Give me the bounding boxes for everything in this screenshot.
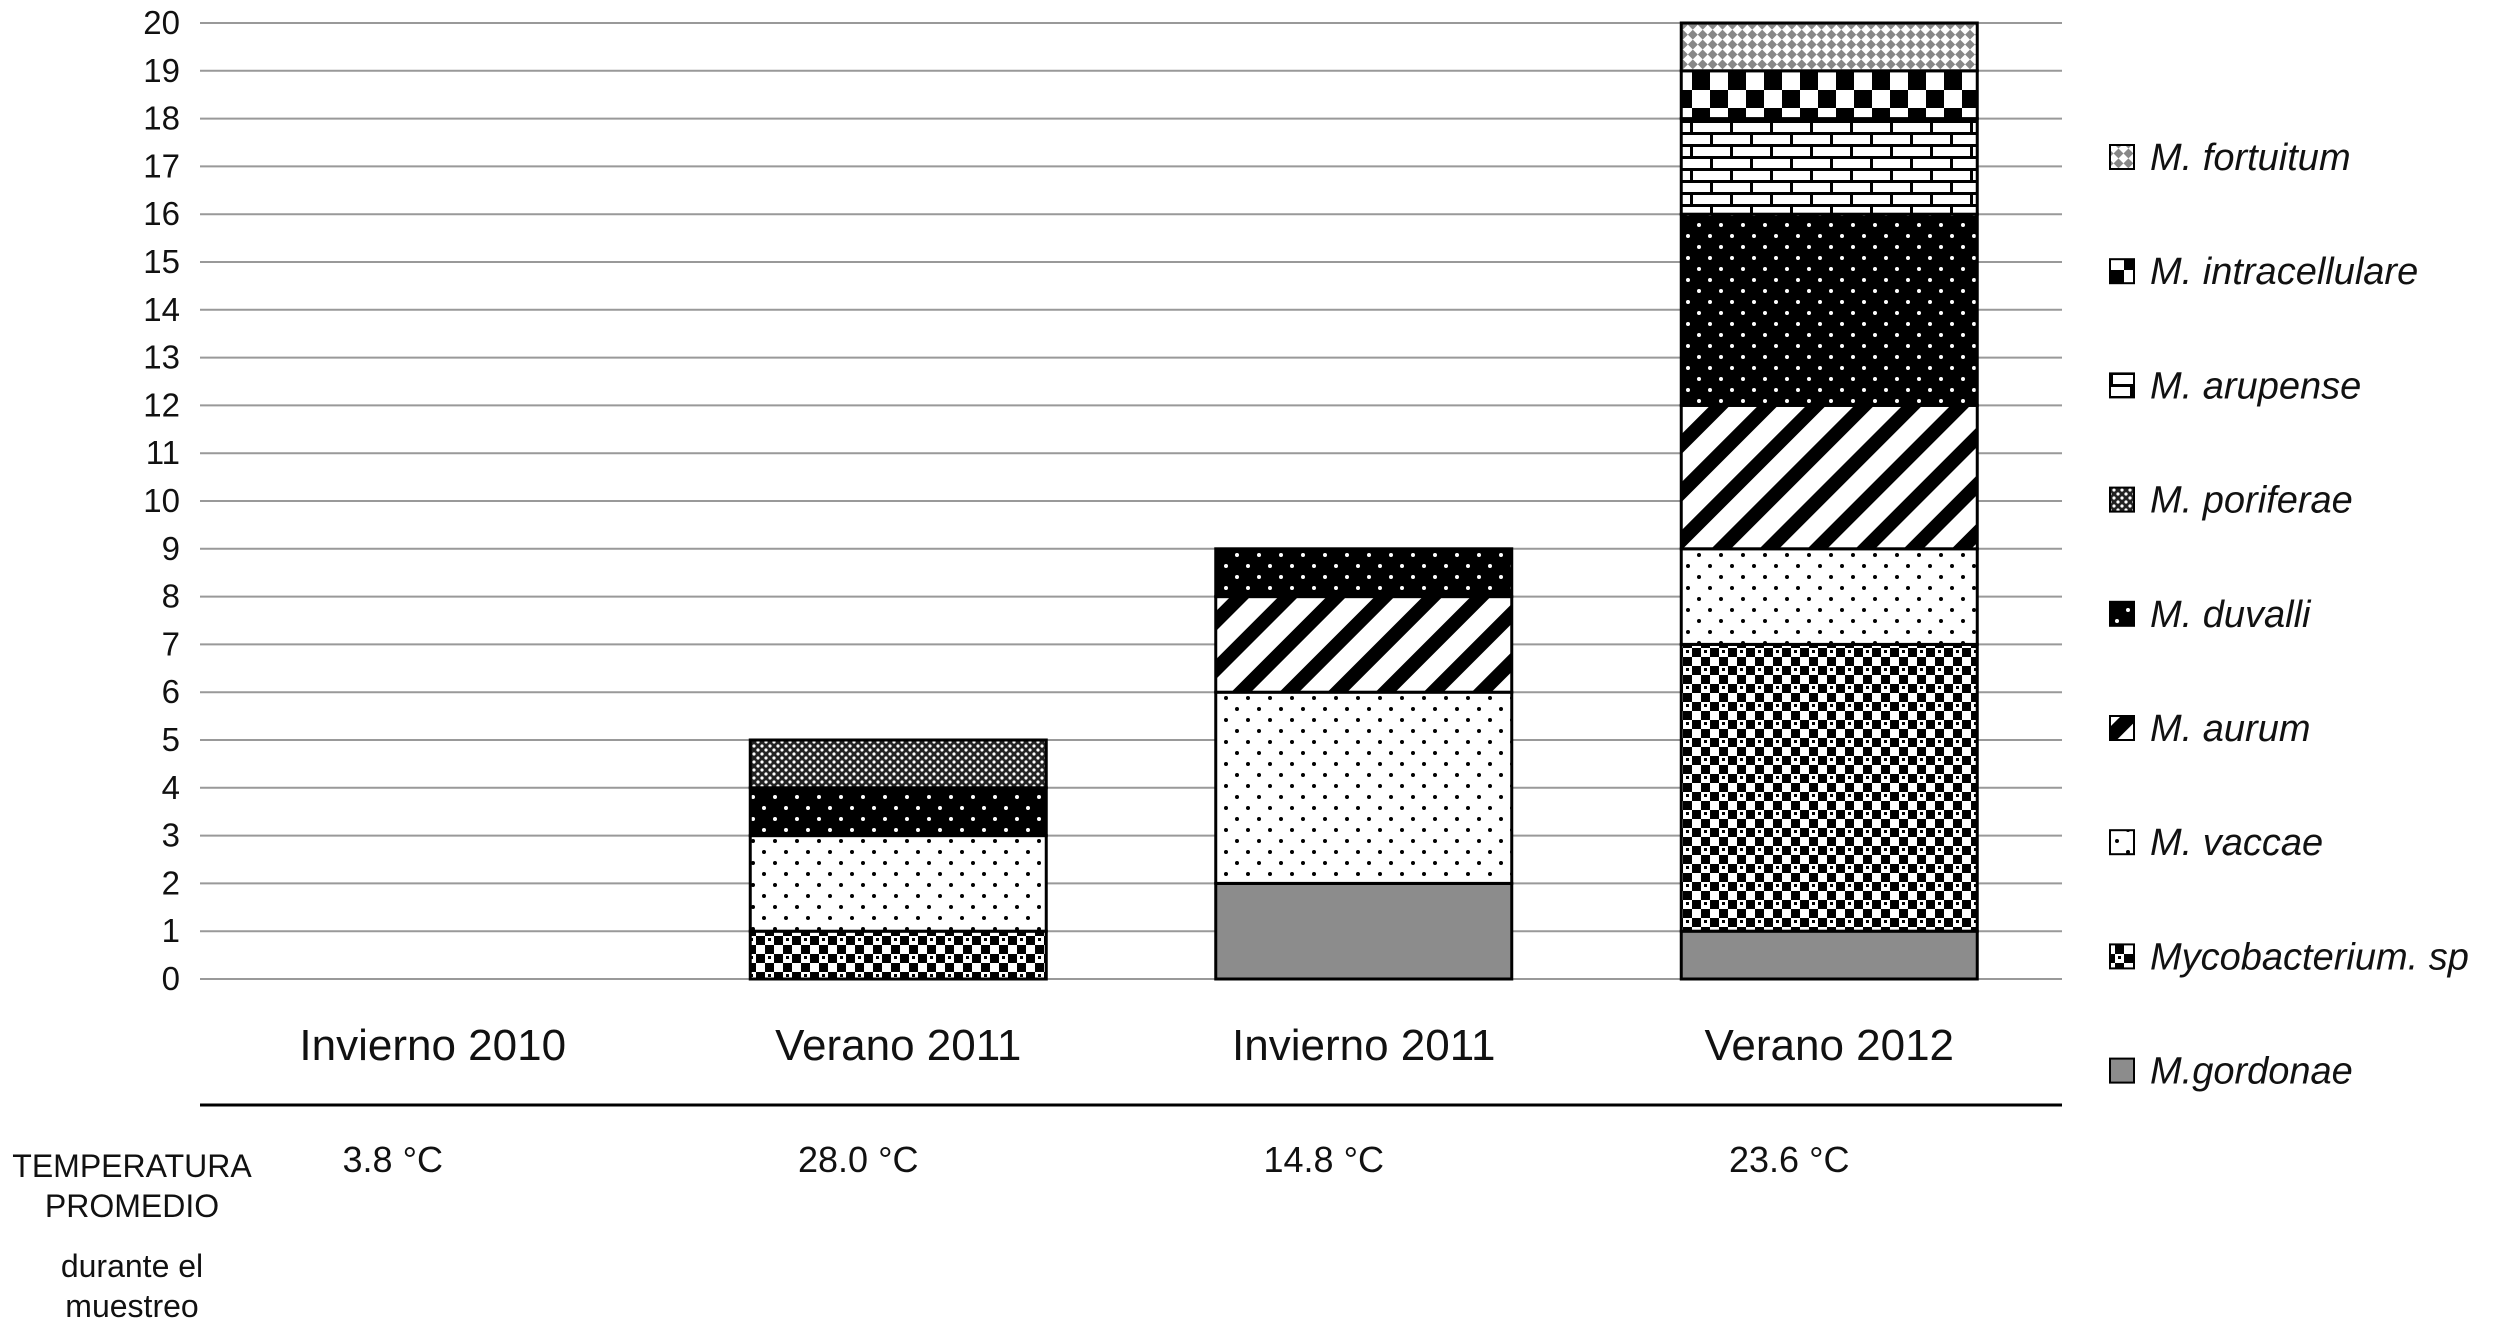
bar-segment (748, 929, 1048, 981)
legend-swatch (2109, 144, 2135, 170)
legend-label: M. duvalli (2150, 594, 2312, 636)
y-tick-label: 16 (143, 195, 180, 232)
category-label: Verano 2011 (775, 1021, 1021, 1070)
temperature-value: 23.6 °C (1729, 1139, 1849, 1180)
y-tick-label: 17 (143, 147, 180, 184)
bar-segment (1679, 212, 1979, 407)
legend-swatch (2109, 943, 2135, 970)
legend: M. fortuitum M. intracellulare M. arupense… (2109, 137, 2469, 1093)
row-label-line: muestreo (65, 1288, 198, 1324)
y-tick-label: 10 (143, 482, 180, 519)
legend-label: M. arupense (2150, 365, 2361, 407)
temperature-row-label: TEMPERATURA PROMEDIO durante el muestreo (12, 1148, 252, 1324)
bar-segment (748, 834, 1048, 933)
y-tick-label: 14 (143, 291, 180, 328)
y-tick-label: 19 (143, 52, 180, 89)
legend-label: M.gordonae (2150, 1051, 2353, 1093)
y-tick-label: 18 (143, 100, 180, 137)
legend-swatch (2109, 1057, 2135, 1084)
category-label: Verano 2012 (1704, 1021, 1954, 1070)
legend-swatch (2109, 258, 2135, 285)
row-label-line: PROMEDIO (45, 1188, 219, 1224)
bar-segment (1679, 642, 1979, 933)
temperature-value: 3.8 °C (343, 1139, 443, 1180)
bar-segment (1679, 69, 1979, 121)
legend-label: M. fortuitum (2150, 137, 2351, 179)
legend-label: M. intracellulare (2150, 251, 2418, 293)
y-tick-label: 12 (143, 386, 180, 423)
bar-segment (1679, 21, 1979, 73)
bar-segment (1214, 690, 1514, 885)
bar-segment (1214, 595, 1514, 694)
y-tick-label: 9 (162, 530, 180, 567)
bar-segment (1679, 547, 1979, 646)
legend-label: M. poriferae (2150, 480, 2353, 522)
y-tick-label: 8 (162, 578, 180, 615)
y-tick-label: 11 (146, 434, 180, 471)
y-tick-label: 6 (162, 673, 180, 710)
bar-segment (748, 738, 1048, 790)
row-label-line: TEMPERATURA (12, 1148, 252, 1184)
bar-segment (1214, 881, 1514, 981)
bars (748, 21, 1979, 981)
bar-segment (1679, 117, 1979, 216)
y-tick-label: 5 (162, 721, 180, 758)
y-tick-label: 3 (162, 817, 180, 854)
temperature-values: 3.8 °C 28.0 °C 14.8 °C 23.6 °C (343, 1139, 1850, 1180)
legend-swatch (2109, 715, 2135, 741)
legend-swatch (2109, 486, 2135, 513)
y-tick-label: 1 (162, 912, 180, 949)
legend-label: Mycobacterium. sp (2150, 936, 2469, 978)
y-tick-label: 7 (162, 625, 180, 662)
category-label: Invierno 2010 (299, 1021, 566, 1070)
bar-segment (1679, 403, 1979, 551)
y-tick-label: 4 (162, 769, 180, 806)
bar-segment (1214, 547, 1514, 599)
legend-swatch (2109, 372, 2135, 399)
temperature-value: 14.8 °C (1264, 1139, 1384, 1180)
legend-swatch (2109, 829, 2135, 856)
legend-label: M. aurum (2150, 708, 2310, 750)
y-tick-label: 2 (162, 864, 180, 901)
category-label: Invierno 2011 (1232, 1021, 1495, 1070)
y-tick-label: 0 (162, 960, 180, 997)
y-tick-label: 20 (143, 4, 180, 41)
category-labels: Invierno 2010 Verano 2011 Invierno 2011 Ver… (299, 1021, 1954, 1070)
legend-swatch (2109, 600, 2135, 627)
y-tick-label: 13 (143, 339, 180, 376)
temperature-value: 28.0 °C (798, 1139, 918, 1180)
row-label-line: durante el (61, 1248, 203, 1284)
bar-segment (748, 786, 1048, 838)
legend-label: M. vaccae (2150, 822, 2323, 864)
bar-segment (1679, 929, 1979, 981)
y-tick-label: 15 (143, 243, 180, 280)
